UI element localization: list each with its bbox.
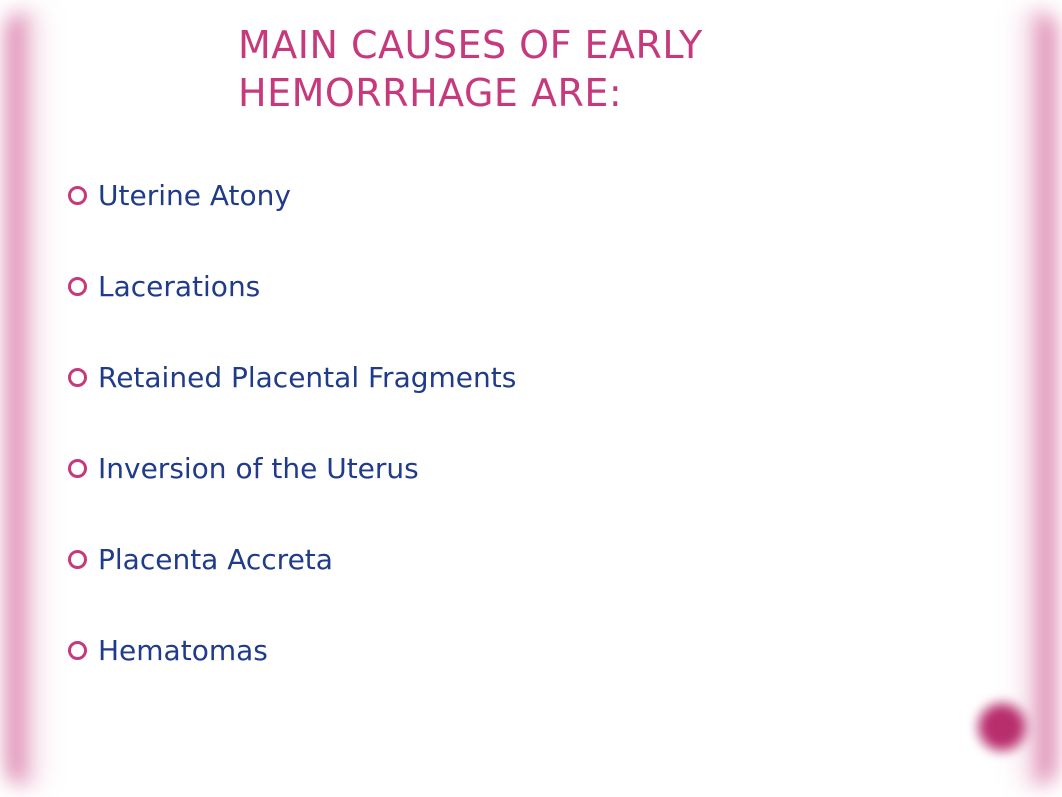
slide: MAIN CAUSES OF EARLY HEMORRHAGE ARE: Ute…: [0, 0, 1062, 797]
list-item: Uterine Atony: [98, 178, 918, 213]
list-item: Inversion of the Uterus: [98, 451, 918, 486]
slide-title: MAIN CAUSES OF EARLY HEMORRHAGE ARE:: [238, 22, 938, 117]
list-item: Placenta Accreta: [98, 542, 918, 577]
list-item: Lacerations: [98, 269, 918, 304]
corner-dot-decoration: [972, 697, 1032, 757]
right-edge-decoration: [1008, 10, 1054, 787]
causes-list: Uterine Atony Lacerations Retained Place…: [98, 178, 918, 724]
list-item: Hematomas: [98, 633, 918, 668]
list-item: Retained Placental Fragments: [98, 360, 918, 395]
left-edge-decoration: [8, 10, 54, 787]
